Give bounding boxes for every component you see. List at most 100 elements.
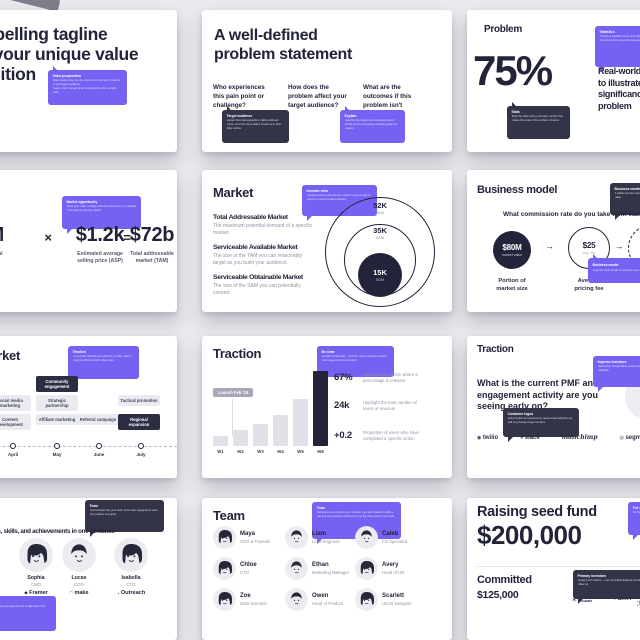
slide-team-grid[interactable]: Team Team Sticking to one sentence per m… xyxy=(202,498,452,640)
note-title: Credibility xyxy=(0,600,52,604)
logo-label: Framer xyxy=(29,590,48,596)
avatar xyxy=(213,588,236,611)
logo-label: make xyxy=(74,590,89,596)
member-name: Scarlett xyxy=(382,593,405,600)
team-member: Ethan Marketing Manager xyxy=(285,557,355,580)
timeline-month: April xyxy=(7,452,19,457)
member-isabella: Isabella CTO ◔ Outreach xyxy=(106,538,156,596)
avatar xyxy=(285,557,308,580)
avatar xyxy=(285,588,308,611)
note-body: Social proof matters — list committed ba… xyxy=(577,579,640,586)
business-model-question: What commission rate do you take from ea… xyxy=(503,211,640,218)
member-role: Head of HR xyxy=(382,569,405,575)
team-member: Scarlett UI/UX Designer xyxy=(355,588,441,611)
slide-tagline[interactable]: A compelling tagline about your unique v… xyxy=(0,10,177,152)
framer-icon: ◆ xyxy=(24,590,28,595)
axis-label: W5 xyxy=(297,449,304,454)
flow-arrow-icon: → xyxy=(614,241,624,251)
metric-value: 67% xyxy=(334,372,353,383)
slide-seed-fund[interactable]: Raising seed fund $200,000 The ask Tie t… xyxy=(467,498,640,640)
team-member: Maya CEO & Founder xyxy=(213,526,285,549)
gtm-chip: Social media marketing xyxy=(0,395,31,412)
note-business-model-purple: Business model Keep the math simple so i… xyxy=(588,253,640,283)
slide-traction-pmf[interactable]: Traction What is the current PMF and eng… xyxy=(467,336,640,478)
slide-market-size[interactable]: Market opportunity Show your math: multi… xyxy=(0,170,177,312)
note-title: Timeline xyxy=(72,349,87,354)
slide-business-model[interactable]: Business model Business model A viable r… xyxy=(467,170,640,312)
slide-title: Business model xyxy=(477,184,558,196)
committed-amount: $125,000 xyxy=(477,589,519,601)
fund-amount: $200,000 xyxy=(477,520,582,550)
node-sub: avg. fee xyxy=(582,250,596,255)
slide-title: Go-to-market xyxy=(0,348,21,363)
axis-label: W2 xyxy=(237,449,244,454)
investor-logo-1: ＊ Samurai Incubate xyxy=(571,594,592,604)
note-body: Tie the amount to 18 months of runway. xyxy=(632,511,640,515)
customer-logo-row: ◉ twilio # slack mailchimp ◎ segment pip… xyxy=(477,434,640,441)
slide-title: Team xyxy=(213,508,245,523)
annotation-connector xyxy=(232,399,233,436)
avatar xyxy=(213,526,236,549)
investor-label: Samurai Incubate xyxy=(579,595,593,603)
note-title: Market opportunity xyxy=(66,199,98,204)
node-label-market: Portion of market size xyxy=(496,278,528,292)
tagline-heading: A compelling tagline about your unique v… xyxy=(0,24,139,84)
note-body: Lay out the channels you will use, in or… xyxy=(72,355,131,362)
make-icon: ◠ xyxy=(69,590,73,595)
metric-ratio: +0.2 Proportion of users who have comple… xyxy=(334,430,423,442)
avatar xyxy=(355,557,378,580)
slide-problem[interactable]: Problem 75% Stats Back the claim with a … xyxy=(467,10,640,152)
slide-traction-chart[interactable]: Traction Be clear Growth compounds — pic… xyxy=(202,336,452,478)
note-title: Explain xyxy=(344,113,357,118)
note-title: Primary investors xyxy=(577,573,607,578)
slide-go-to-market[interactable]: Go-to-market Timeline Lay out the channe… xyxy=(0,336,177,478)
problem-stat: 75% xyxy=(473,47,553,94)
member-role: COO xyxy=(73,581,84,587)
note-body: Back the claim with a concrete number th… xyxy=(511,115,563,122)
note-body: Investors want to see that the market is… xyxy=(306,194,371,201)
investor-star-icon: ＊ xyxy=(571,597,578,604)
section-body: The maximum potential demand of a specif… xyxy=(213,222,313,236)
member-name: Maya xyxy=(240,531,256,538)
outreach-icon: ◔ xyxy=(116,590,120,596)
ring-value: 52K xyxy=(373,201,387,210)
note-body: Name-drop recognizable customers or inte… xyxy=(597,365,640,372)
bar xyxy=(313,371,328,446)
avatar xyxy=(213,557,236,580)
note-primary-investors: Primary investors Social proof matters —… xyxy=(573,570,640,604)
node-market-value: $80M market value xyxy=(493,231,531,269)
note-market-opportunity: Market opportunity Show your math: multi… xyxy=(62,196,141,234)
slack-icon: # xyxy=(520,434,524,441)
ring-value: 15K xyxy=(373,268,387,277)
note-body: Show your math: multiply potential custo… xyxy=(66,205,137,212)
slide-title: Traction xyxy=(477,344,514,355)
member-lucas: Lucas COO ◠ make xyxy=(54,538,104,596)
gtm-chip: Affiliate marketing xyxy=(36,414,78,425)
note-body: Demonstrate why your team is the best eq… xyxy=(89,509,158,516)
note-statistics: Statistics Choose a credible source and … xyxy=(595,26,640,72)
section-body: The size of the TAM you can reasonably t… xyxy=(213,252,303,266)
timeline-month: July xyxy=(136,452,146,457)
question-audience: Who experiences this pain point or chall… xyxy=(213,84,265,109)
note-business-model-dark: Business model A viable revenue stream s… xyxy=(610,183,640,220)
note-the-ask: The ask Tie the amount to 18 months of r… xyxy=(628,502,640,540)
metric-text: Identify a key metric where a percentage… xyxy=(363,372,418,384)
slide-market[interactable]: Market Investor view Investors want to s… xyxy=(202,170,452,312)
timeline-dot xyxy=(138,443,144,449)
node-value: $25 xyxy=(582,241,596,251)
bar xyxy=(293,398,308,446)
timeline-dot xyxy=(96,443,102,449)
note-body: Keep the math simple so investors can sa… xyxy=(592,268,640,272)
axis-label: W4 xyxy=(277,449,284,454)
ring-name: SAM xyxy=(375,235,385,240)
investor-logo-anri: ○ anri xyxy=(613,595,632,602)
note-body: Sticking to one sentence per member, pai… xyxy=(316,511,395,518)
note-body: Describe the impact and consequences in … xyxy=(344,119,398,130)
axis-label: W1 xyxy=(217,449,224,454)
note-title: Stats xyxy=(511,109,520,114)
team-member: Owen Head of Product xyxy=(285,588,355,611)
member-name: Caleb xyxy=(382,531,399,538)
slide-team-roles[interactable]: Team Demonstrate why your team is the be… xyxy=(0,498,177,640)
note-title: Be clear xyxy=(321,349,335,354)
slide-problem-statement[interactable]: A well-defined problem statement Who exp… xyxy=(202,10,452,152)
